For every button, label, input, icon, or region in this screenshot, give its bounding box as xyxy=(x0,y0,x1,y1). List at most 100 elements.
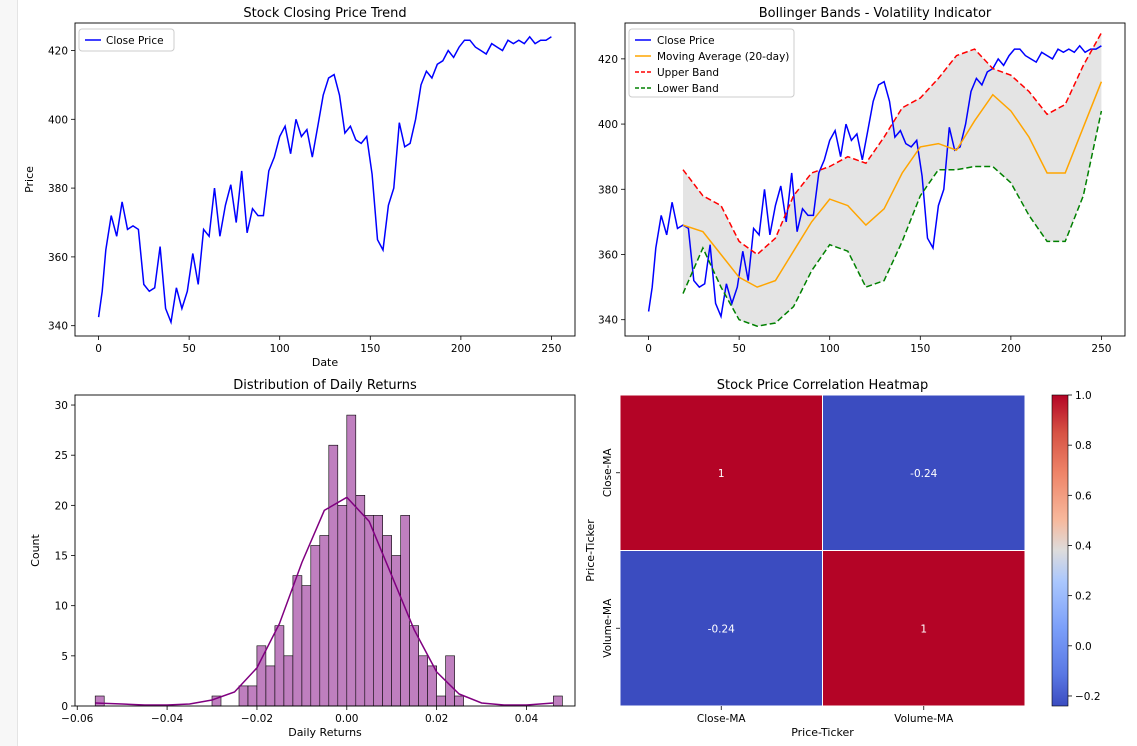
x-tick-label: 50 xyxy=(182,343,195,355)
histogram-bar xyxy=(274,625,285,707)
y-tick-label: 380 xyxy=(48,183,68,195)
histogram-bar xyxy=(553,695,563,707)
heatmap-cell-label: 1 xyxy=(718,468,725,480)
histogram-bar xyxy=(283,655,294,707)
histogram-bar xyxy=(436,695,446,707)
y-tick-label: 360 xyxy=(48,252,68,264)
lower-band-line xyxy=(682,110,1103,327)
chart-title: Distribution of Daily Returns xyxy=(233,378,417,393)
x-tick-label: 0 xyxy=(95,343,102,355)
page-left-strip xyxy=(0,0,18,746)
upper-band-line xyxy=(682,32,1103,256)
y-axis-label: Price xyxy=(23,166,36,193)
legend-box xyxy=(78,28,175,52)
histogram-bar xyxy=(418,655,429,707)
histogram-bar xyxy=(382,535,393,707)
legend-label-close: Close Price xyxy=(106,35,164,47)
x-tick-label: 250 xyxy=(1091,343,1111,355)
bollinger-chart: Bollinger Bands - Volatility Indicator 0 5… xyxy=(598,6,1126,355)
x-tick-label: 0 xyxy=(645,343,652,355)
y-tick-label: 400 xyxy=(48,114,68,126)
y-tick-label: 340 xyxy=(48,321,68,333)
legend: Close Price xyxy=(78,28,175,52)
heatmap-cell-label: 1 xyxy=(920,623,927,635)
histogram-bar xyxy=(301,585,312,707)
x-tick-label: 100 xyxy=(820,343,840,355)
price-trend-chart: Stock Closing Price Trend 0 50 100 150 200 250… xyxy=(23,6,576,369)
histogram-bar xyxy=(427,665,438,707)
heatmap-cell xyxy=(822,550,1026,707)
close-price-line xyxy=(647,44,1102,320)
y-tick-label: 420 xyxy=(48,46,68,58)
colorbar-tick-label: 0.4 xyxy=(1075,540,1092,552)
histogram-bar xyxy=(292,575,303,707)
moving-average-line xyxy=(682,81,1103,288)
histogram-bar xyxy=(445,655,455,707)
x-tick-label: 0.02 xyxy=(425,713,448,725)
x-tick-label: −0.04 xyxy=(151,713,183,725)
legend-entry-close-label: Close Price xyxy=(657,35,715,47)
x-tick-label: −0.06 xyxy=(61,713,93,725)
colorbar-tick-label: 0.6 xyxy=(1075,490,1092,502)
legend-entry-upper-label: Upper Band xyxy=(657,67,719,79)
axes-frame xyxy=(74,394,576,707)
y-tick-label: 340 xyxy=(598,315,618,327)
histogram-bar xyxy=(346,414,357,707)
x-tick-label: 200 xyxy=(1001,343,1021,355)
histogram-bar xyxy=(337,505,348,707)
histogram-bar xyxy=(319,535,330,707)
colorbar-frame xyxy=(1051,394,1069,707)
y-tick-label: 30 xyxy=(55,400,68,412)
legend-box xyxy=(628,28,795,98)
colorbar-tick-label: 0.2 xyxy=(1075,591,1092,603)
histogram-bar xyxy=(400,515,411,707)
x-tick-label: 200 xyxy=(451,343,471,355)
y-axis-label: Count xyxy=(29,533,42,566)
colorbar-tick-label: 0.8 xyxy=(1075,440,1092,452)
y-tick-label: 15 xyxy=(55,551,68,563)
heatmap-cell-label: -0.24 xyxy=(910,468,937,480)
y-tick-label: 0 xyxy=(61,701,68,713)
x-tick-label: Close-MA xyxy=(697,713,746,725)
histogram-bar xyxy=(265,665,276,707)
y-tick-label: 360 xyxy=(598,249,618,261)
colorbar: −0.2 0.0 0.2 0.4 0.6 0.8 1.0 xyxy=(1051,390,1101,707)
chart-title: Stock Price Correlation Heatmap xyxy=(717,378,929,393)
x-tick-label: 100 xyxy=(270,343,290,355)
heatmap-cell xyxy=(619,394,823,551)
x-axis-label: Daily Returns xyxy=(288,726,362,739)
histogram-bar xyxy=(256,645,267,707)
histogram-bar xyxy=(310,545,321,707)
y-tick-label: 10 xyxy=(55,601,68,613)
x-tick-label: 250 xyxy=(541,343,561,355)
axes-frame xyxy=(74,22,576,337)
histogram-bar xyxy=(409,625,420,707)
x-tick-label: 0.00 xyxy=(335,713,358,725)
y-tick-label: 400 xyxy=(598,119,618,131)
band-fill xyxy=(683,32,1102,327)
histogram-bar xyxy=(94,695,105,707)
histogram-bar xyxy=(454,695,464,707)
x-tick-label: Volume-MA xyxy=(894,713,954,725)
colorbar-gradient xyxy=(1052,395,1068,706)
returns-histogram-chart: Distribution of Daily Returns −0.06 −0.04 −… xyxy=(29,378,576,739)
colorbar-tick-label: 1.0 xyxy=(1075,390,1092,402)
histogram-bar xyxy=(328,444,339,707)
histogram-bar xyxy=(355,494,366,707)
chart-title: Bollinger Bands - Volatility Indicator xyxy=(759,6,992,21)
y-tick-label: 420 xyxy=(598,54,618,66)
x-axis-label: Date xyxy=(312,356,339,369)
x-tick-label: 0.04 xyxy=(515,713,539,725)
histogram-bar xyxy=(364,515,375,707)
y-axis-label: Price-Ticker xyxy=(584,519,597,582)
x-tick-label: −0.02 xyxy=(241,713,273,725)
kde-curve xyxy=(95,496,554,706)
x-axis-label: Price-Ticker xyxy=(791,726,854,739)
heatmap-cell-label: -0.24 xyxy=(708,623,735,635)
chart-title: Stock Closing Price Trend xyxy=(243,6,406,21)
histogram-bar xyxy=(247,685,258,707)
legend-entry-ma-label: Moving Average (20-day) xyxy=(657,51,789,63)
y-tick-label: Close-MA xyxy=(602,448,614,497)
y-tick-label: 20 xyxy=(55,500,68,512)
